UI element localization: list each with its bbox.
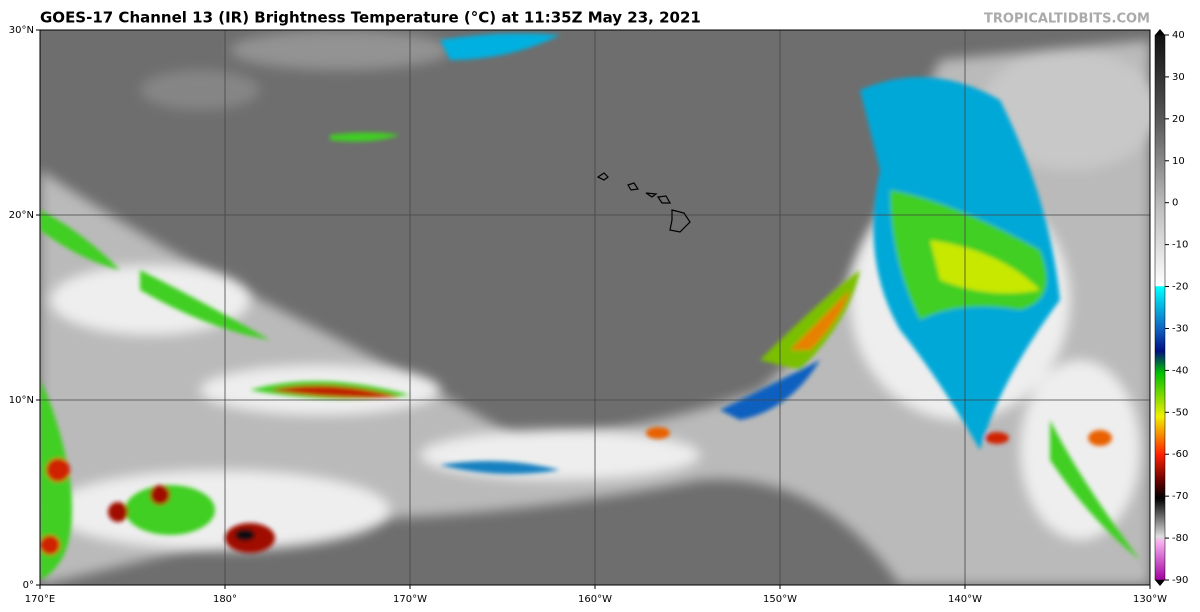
colorbar-label: 30 [1172,72,1185,83]
lon-label: 170°E [25,594,55,605]
lat-label: 20°N [9,210,34,221]
lon-label: 150°W [763,594,797,605]
satellite-image [40,30,1150,585]
lon-label: 180° [213,594,237,605]
colorbar [1154,34,1166,581]
lat-label: 0° [23,580,34,591]
lon-label: 160°W [578,594,612,605]
colorbar-label: -40 [1172,365,1188,376]
colorbar-label: 40 [1172,30,1185,41]
title: GOES-17 Channel 13 (IR) Brightness Tempe… [40,9,701,27]
watermark: TROPICALTIDBITS.COM [984,12,1150,27]
colorbar-label: -50 [1172,407,1188,418]
colorbar-label: 10 [1172,156,1185,167]
lat-label: 30°N [9,25,34,36]
lon-label: 130°W [1133,594,1167,605]
lon-label: 170°W [393,594,427,605]
colorbar-label: -90 [1172,575,1188,586]
colorbar-label: 20 [1172,114,1185,125]
colorbar-label: -20 [1172,282,1188,293]
colorbar-label: -10 [1172,240,1188,251]
colorbar-label: 0 [1172,198,1178,209]
colorbar-label: -80 [1172,533,1188,544]
lon-label: 140°W [948,594,982,605]
colorbar-label: -30 [1172,323,1188,334]
colorbar-label: -60 [1172,449,1188,460]
lat-label: 10°N [9,395,34,406]
colorbar-label: -70 [1172,491,1188,502]
